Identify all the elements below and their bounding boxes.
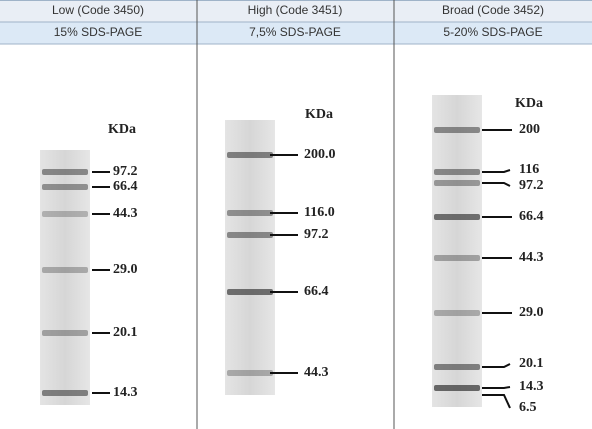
gel-type: 15% SDS-PAGE: [54, 25, 142, 39]
band: [434, 310, 480, 316]
band: [434, 364, 480, 370]
column-title: High (Code 3451): [248, 3, 343, 17]
pointer: [482, 364, 510, 367]
band-label: 14.3: [113, 385, 138, 400]
band: [434, 385, 480, 391]
band-label: 20.1: [519, 356, 544, 371]
band: [227, 232, 273, 238]
band-label: 66.4: [304, 284, 329, 299]
band: [42, 330, 88, 336]
band: [42, 211, 88, 217]
band-label: 200.0: [304, 147, 336, 162]
band: [42, 169, 88, 175]
band: [42, 267, 88, 273]
band-label: 97.2: [113, 164, 138, 179]
gel-lane: [225, 120, 275, 395]
band: [434, 214, 480, 220]
band-label: 116.0: [304, 205, 335, 220]
column-title: Low (Code 3450): [52, 3, 144, 17]
band: [434, 169, 480, 175]
band: [42, 390, 88, 396]
band-label: 44.3: [113, 206, 138, 221]
band-label: 97.2: [304, 227, 329, 242]
column-title: Broad (Code 3452): [442, 3, 544, 17]
unit-label: KDa: [305, 107, 333, 122]
band: [434, 127, 480, 133]
band-label: 6.5: [519, 400, 537, 415]
unit-label: KDa: [108, 122, 136, 137]
band-label: 66.4: [519, 209, 544, 224]
band: [434, 180, 480, 186]
band-label: 29.0: [113, 262, 138, 277]
band: [227, 289, 273, 295]
band-label: 14.3: [519, 379, 544, 394]
pointer: [482, 395, 510, 408]
band-label: 44.3: [519, 250, 544, 265]
band-label: 66.4: [113, 179, 138, 194]
gel-type: 5-20% SDS-PAGE: [443, 25, 542, 39]
band: [227, 210, 273, 216]
band: [227, 370, 273, 376]
band: [434, 255, 480, 261]
unit-label: KDa: [515, 96, 543, 111]
pointer: [482, 183, 510, 186]
band-label: 116: [519, 162, 539, 177]
band-label: 44.3: [304, 365, 329, 380]
page: Low (Code 3450)15% SDS-PAGEKDa97.266.444…: [0, 0, 592, 429]
band: [42, 184, 88, 190]
band-label: 29.0: [519, 305, 544, 320]
table: Low (Code 3450)15% SDS-PAGEKDa97.266.444…: [0, 0, 592, 429]
pointer: [482, 170, 510, 172]
band: [227, 152, 273, 158]
pointer: [482, 387, 510, 388]
gel-lane: [432, 95, 482, 407]
gel-type: 7,5% SDS-PAGE: [249, 25, 341, 39]
band-label: 200: [519, 122, 540, 137]
band-label: 20.1: [113, 325, 138, 340]
band-label: 97.2: [519, 178, 544, 193]
